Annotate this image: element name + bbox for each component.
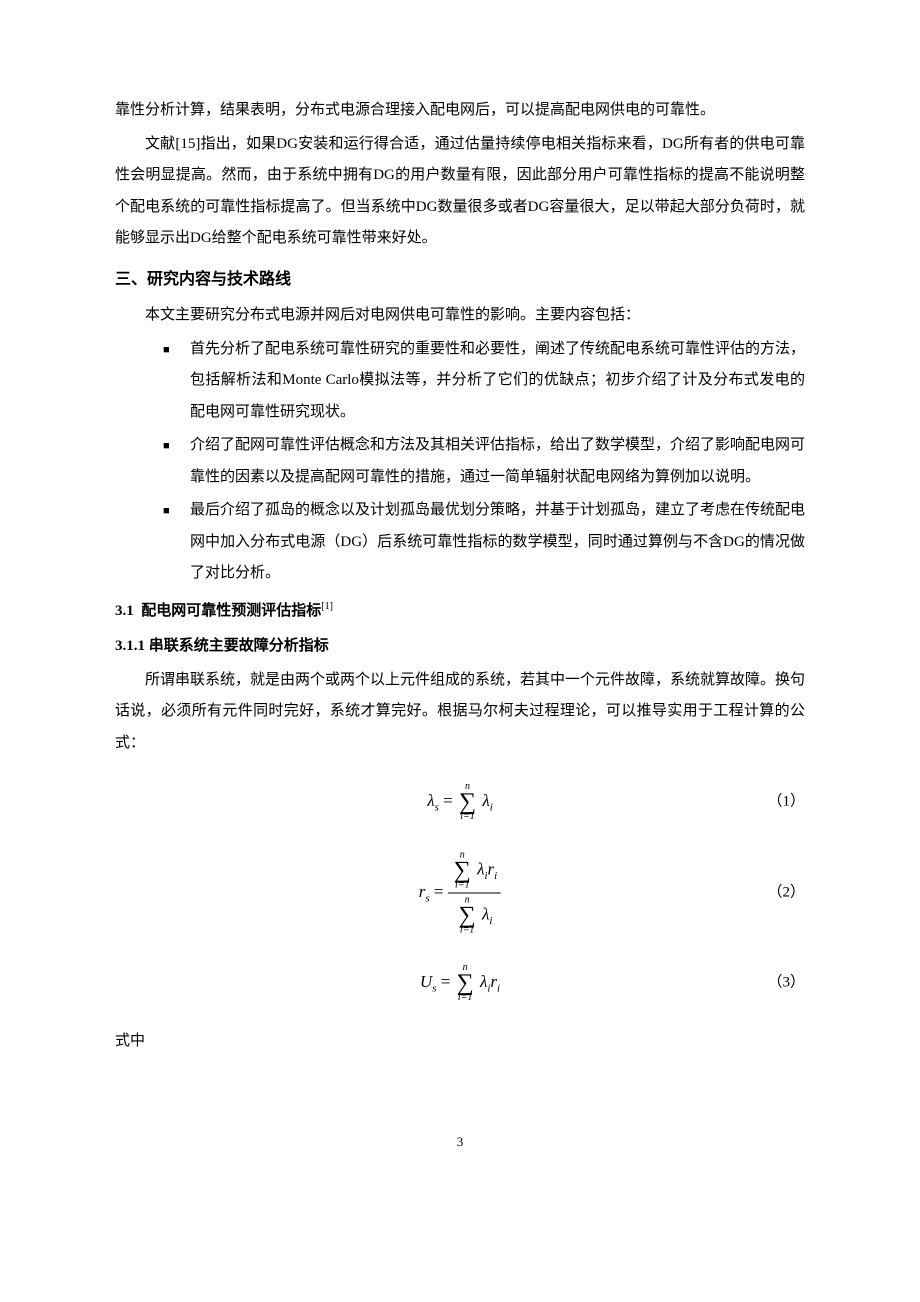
- heading-number: 3.1: [115, 603, 134, 619]
- heading-number: 3.1.1: [115, 638, 145, 654]
- subsubsection-heading: 3.1.1 串联系统主要故障分析指标: [115, 631, 805, 663]
- equation-formula: rs = n ∑ i=1 λiri n ∑ i=1 λi: [419, 850, 501, 935]
- equation-formula: Us = n ∑ i=1 λiri: [420, 963, 500, 1003]
- heading-title: 串联系统主要故障分析指标: [149, 638, 329, 654]
- citation-ref: [1]: [321, 601, 333, 612]
- paragraph: 所谓串联系统，就是由两个或两个以上元件组成的系统，若其中一个元件故障，系统就算故…: [115, 665, 805, 760]
- bullet-list: 首先分析了配电系统可靠性研究的重要性和必要性，阐述了传统配电系统可靠性评估的方法…: [115, 334, 805, 590]
- subsection-heading: 3.1 配电网可靠性预测评估指标[1]: [115, 596, 805, 628]
- equation-number: （2）: [767, 877, 805, 909]
- equation-number: （1）: [767, 786, 805, 818]
- equation-formula: λs = n ∑ i=1 λi: [427, 782, 493, 822]
- paragraph: 本文主要研究分布式电源并网后对电网供电可靠性的影响。主要内容包括：: [115, 300, 805, 332]
- paragraph: 式中: [115, 1026, 805, 1058]
- list-item: 首先分析了配电系统可靠性研究的重要性和必要性，阐述了传统配电系统可靠性评估的方法…: [163, 334, 805, 429]
- list-item: 最后介绍了孤岛的概念以及计划孤岛最优划分策略，并基于计划孤岛，建立了考虑在传统配…: [163, 495, 805, 590]
- paragraph-continuation: 靠性分析计算，结果表明，分布式电源合理接入配电网后，可以提高配电网供电的可靠性。: [115, 95, 805, 127]
- equation-block: λs = n ∑ i=1 λi （1）: [115, 777, 805, 827]
- section-heading: 三、研究内容与技术路线: [115, 263, 805, 297]
- paragraph: 文献[15]指出，如果DG安装和运行得合适，通过估量持续停电相关指标来看，DG所…: [115, 129, 805, 255]
- equation-block: rs = n ∑ i=1 λiri n ∑ i=1 λi （2）: [115, 845, 805, 940]
- page-number: 3: [115, 1128, 805, 1155]
- heading-title: 配电网可靠性预测评估指标: [141, 603, 321, 619]
- list-item: 介绍了配网可靠性评估概念和方法及其相关评估指标，给出了数学模型，介绍了影响配电网…: [163, 430, 805, 493]
- equation-block: Us = n ∑ i=1 λiri （3）: [115, 958, 805, 1008]
- equation-number: （3）: [767, 967, 805, 999]
